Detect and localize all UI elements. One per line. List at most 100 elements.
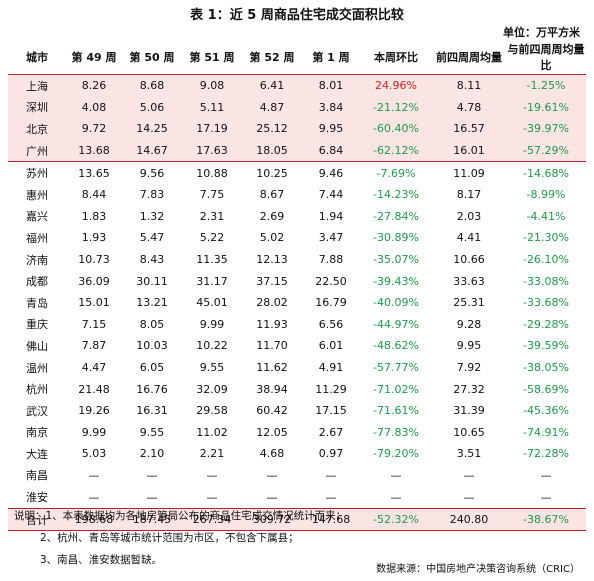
cell-four-week-avg: 8.11	[432, 74, 506, 97]
cell-four-week-avg: 7.92	[456, 361, 482, 375]
table-row: 济南 10.73 8.43 11.35 12.13 7.88 -35.07% 10.66 -26…	[8, 249, 586, 271]
cell-week-49: 5.03	[81, 447, 107, 461]
cell-week-52: 309.72	[242, 507, 302, 532]
cell-four-week-avg: 27.32	[453, 382, 485, 396]
cell-week-1: 3.84	[302, 96, 360, 119]
table-row: 惠州 8.44 7.83 7.75 8.67 7.44 -14.23% 8.17 -8.99%	[8, 184, 586, 206]
table-row: 上海 8.26 8.68 9.08 6.41 8.01 24.96% 8.11 -1.25%	[8, 74, 586, 97]
cell-week-52: 10.25	[242, 161, 302, 184]
cell-city: 佛山	[26, 339, 48, 353]
cell-week-50: 14.25	[122, 118, 182, 140]
cell-city: 重庆	[26, 318, 48, 332]
cell-week-1: 147.68	[302, 507, 360, 532]
header-four-week-avg: 前四周周均量	[432, 40, 506, 75]
cell-week-change: -62.12%	[360, 139, 432, 162]
cell-week-49: —	[88, 468, 100, 482]
cell-four-week-avg: 9.95	[456, 339, 482, 353]
cell-week-1: 7.88	[318, 253, 344, 267]
cell-week-51: 29.58	[196, 404, 228, 418]
note-item: 3、南昌、淮安数据暂缺。	[40, 554, 163, 566]
unit-label: 单位：万平方米	[503, 26, 580, 39]
cell-week-change: -21.12%	[360, 96, 432, 119]
cell-vs-four-week-avg: -39.97%	[506, 118, 586, 140]
cell-week-51: 11.02	[196, 425, 228, 439]
cell-week-49: 4.08	[66, 96, 122, 119]
cell-four-week-avg: 9.28	[456, 317, 482, 331]
cell-week-51: 32.09	[196, 382, 228, 396]
cell-week-change: —	[390, 468, 402, 482]
cell-week-51: 11.35	[196, 253, 228, 267]
cell-week-1: 17.15	[315, 404, 347, 418]
table-row: 重庆 7.15 8.05 9.99 11.93 6.56 -44.97% 9.28 -29.28…	[8, 314, 586, 336]
table-row: 广州 13.68 14.67 17.63 18.05 6.84 -62.12% 16.01 -5…	[8, 139, 586, 162]
table-row: 青岛 15.01 13.21 45.01 28.02 16.79 -40.09% 25.31 -…	[8, 292, 586, 314]
table-row: 大连 5.03 2.10 2.21 4.68 0.97 -79.20% 3.51 -72.28%	[8, 443, 586, 465]
header-week-change: 本周环比	[360, 40, 432, 75]
cell-week-1: 16.79	[315, 296, 347, 310]
cell-week-52: 38.94	[256, 382, 288, 396]
cell-week-52: 11.70	[256, 339, 288, 353]
cell-four-week-avg: 33.63	[453, 274, 485, 288]
cell-week-50: 14.67	[122, 139, 182, 162]
cell-city: 北京	[8, 118, 66, 140]
cell-week-52: 2.69	[259, 209, 285, 223]
note-item: 1、本表数据均为各地房管局公布的商品住宅成交情况统计而来；	[45, 510, 347, 522]
cell-week-52: 28.02	[256, 296, 288, 310]
cell-week-52: 4.68	[259, 447, 285, 461]
cell-week-50: —	[146, 490, 158, 504]
table-row: 佛山 7.87 10.03 10.22 11.70 6.01 -48.62% 9.95 -39.…	[8, 335, 586, 357]
cell-week-change: -48.62%	[373, 339, 419, 353]
cell-four-week-avg: 10.66	[453, 253, 485, 267]
cell-week-50: 8.43	[139, 253, 165, 267]
table-row: 南昌 — — — — — — — —	[8, 465, 586, 487]
note-line-1: 说明：1、本表数据均为各地房管局公布的商品住宅成交情况统计而来；	[14, 505, 346, 527]
cell-four-week-avg: 4.41	[456, 231, 482, 245]
header-week-51: 第 51 周	[182, 40, 242, 75]
cell-week-50: 8.05	[139, 317, 165, 331]
cell-week-51: 10.22	[196, 339, 228, 353]
table-row: 苏州 13.65 9.56 10.88 10.25 9.46 -7.69% 11.09 -14.…	[8, 161, 586, 184]
cell-week-52: 11.93	[256, 317, 288, 331]
cell-week-52: —	[266, 490, 278, 504]
cell-week-49: 13.68	[66, 139, 122, 162]
cell-week-change: -39.43%	[373, 274, 419, 288]
cell-week-52: 11.62	[256, 361, 288, 375]
cell-week-50: 187.45	[122, 507, 182, 532]
cell-week-52: 60.42	[256, 404, 288, 418]
cell-week-50: 6.05	[139, 361, 165, 375]
cell-week-change: 24.96%	[360, 74, 432, 97]
cell-vs-four-week-avg: -74.91%	[523, 425, 569, 439]
cell-city: 济南	[26, 253, 48, 267]
cell-week-change: -71.61%	[373, 404, 419, 418]
table-row: 成都 36.09 30.11 31.17 37.15 22.50 -39.43% 33.63 -…	[8, 270, 586, 292]
cell-vs-four-week-avg: -19.61%	[506, 96, 586, 119]
notes: 说明：1、本表数据均为各地房管局公布的商品住宅成交情况统计而来； 2、杭州、青岛…	[14, 505, 346, 571]
cell-week-1: 2.67	[318, 425, 344, 439]
cell-week-52: —	[266, 468, 278, 482]
cell-week-51: 2.31	[199, 209, 225, 223]
cell-week-51: 17.19	[182, 118, 242, 140]
cell-week-51: 10.88	[182, 161, 242, 184]
table-title: 表 1：近 5 周商品住宅成交面积比较	[190, 8, 404, 23]
cell-vs-four-week-avg: —	[540, 468, 552, 482]
cell-week-1: 6.56	[318, 317, 344, 331]
cell-week-49: 21.48	[78, 382, 110, 396]
cell-week-49: 9.99	[81, 425, 107, 439]
header-week-50: 第 50 周	[122, 40, 182, 75]
cell-week-52: 12.05	[256, 425, 288, 439]
cell-vs-four-week-avg: -72.28%	[523, 447, 569, 461]
cell-week-50: 1.32	[139, 209, 165, 223]
cell-week-51: 45.01	[196, 296, 228, 310]
cell-week-1: 11.29	[315, 382, 347, 396]
cell-week-49: 7.15	[81, 317, 107, 331]
cell-week-51: 7.75	[199, 188, 225, 202]
cell-city: 苏州	[8, 161, 66, 184]
cell-city: 成都	[26, 275, 48, 289]
cell-week-1: 9.46	[302, 161, 360, 184]
note-item: 2、杭州、青岛等城市统计范围为市区，不包含下属县；	[40, 532, 299, 544]
cell-vs-four-week-avg: -45.36%	[523, 404, 569, 418]
cell-vs-four-week-avg: -1.25%	[506, 74, 586, 97]
cell-city: 广州	[8, 139, 66, 162]
cell-city: 南京	[26, 426, 48, 440]
cell-week-50: 5.47	[139, 231, 165, 245]
